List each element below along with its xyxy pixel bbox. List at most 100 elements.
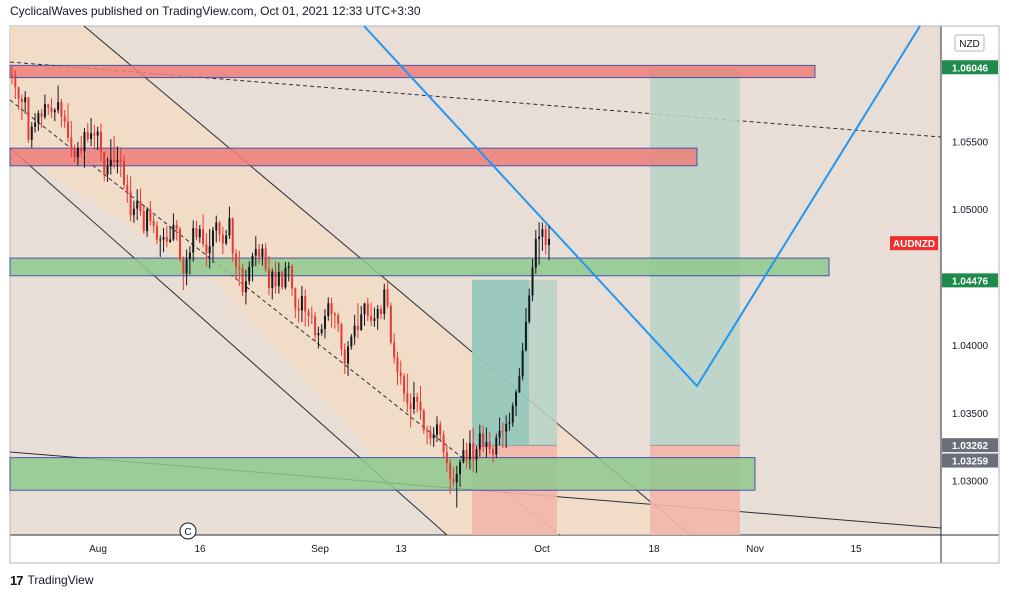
candle-body [225, 235, 228, 244]
candle-body [198, 229, 201, 238]
candle-body [34, 122, 37, 127]
resistance-zone-1[interactable] [9, 64, 816, 79]
candle-body [188, 252, 191, 260]
candle-body [96, 131, 99, 136]
x-tick-label: 13 [395, 544, 407, 555]
publisher-header: CyclicalWaves published on TradingView.c… [10, 4, 421, 18]
candle-body [103, 152, 106, 175]
candle-body [409, 403, 412, 410]
candle-body [403, 376, 406, 394]
candle-body [426, 429, 429, 432]
y-tick-label: 1.05500 [952, 137, 989, 148]
time-axis[interactable] [10, 535, 999, 563]
candle-body [393, 342, 396, 358]
candle-body [508, 422, 511, 424]
y-tick-label: 1.04000 [952, 341, 989, 352]
candle-body [113, 159, 116, 163]
candle-body [126, 184, 129, 192]
candle-body [221, 234, 224, 244]
candle-body [314, 316, 317, 336]
candle-body [205, 244, 208, 254]
candle-body [162, 237, 165, 240]
candle-body [172, 224, 175, 240]
support-zone-3[interactable] [9, 257, 830, 277]
candle-body [528, 295, 531, 322]
candle-body [258, 249, 261, 257]
candle-body [106, 166, 109, 175]
candle-body [60, 102, 63, 117]
candle-body [366, 303, 369, 316]
candle-body [231, 218, 234, 254]
symbol-tag-background [890, 236, 938, 251]
candle-body [50, 107, 53, 113]
candle-body [548, 238, 550, 246]
candle-body [37, 113, 40, 123]
candle-body [343, 349, 346, 364]
footer[interactable]: 17 TradingView [10, 572, 94, 588]
position-target-zone-2[interactable] [650, 68, 740, 446]
candle-body [73, 149, 76, 158]
candle-body [459, 461, 462, 475]
candle-body [195, 228, 198, 238]
candle-body [350, 336, 353, 347]
candle-body [432, 434, 435, 439]
candle-body [498, 430, 501, 438]
candle-body [320, 329, 323, 334]
price-tag [942, 60, 998, 75]
candle-body [235, 253, 238, 268]
candle-body [261, 248, 264, 257]
candle-body [192, 228, 195, 253]
candle-body [43, 104, 46, 117]
candle-body [323, 316, 326, 330]
resistance-zone-2[interactable] [9, 147, 698, 167]
candle-body [501, 430, 504, 432]
price-tag-label: 1.03259 [952, 457, 989, 468]
candle-body [442, 434, 445, 453]
price-tag [942, 453, 998, 468]
candle-body [465, 450, 468, 460]
candle-body [254, 249, 257, 256]
candle-body [116, 160, 119, 163]
candle-body [165, 237, 168, 242]
candle-body [90, 133, 93, 140]
candle-body [379, 309, 382, 315]
event-marker[interactable]: C [179, 522, 197, 540]
x-tick-label: 18 [648, 544, 660, 555]
candle-body [76, 147, 79, 158]
blue-projection-path[interactable] [363, 25, 921, 388]
candle-body [337, 315, 340, 325]
candle-body [468, 443, 471, 460]
candle-body [300, 295, 303, 311]
candle-body [488, 442, 491, 450]
candle-body [271, 271, 274, 288]
candle-body [472, 443, 475, 460]
y-tick-label: 1.03000 [952, 477, 989, 488]
candle-body [244, 281, 247, 293]
price-tag-label: 1.03262 [952, 441, 989, 452]
candle-body [376, 309, 379, 319]
candle-body [333, 313, 336, 316]
candle-body [399, 372, 402, 377]
candle-body [185, 259, 188, 274]
candle-body [139, 201, 142, 212]
candle-body [396, 357, 399, 373]
candle-body [179, 228, 182, 260]
candle-body [347, 346, 350, 364]
price-tag [942, 438, 998, 453]
x-tick-label: 16 [194, 544, 206, 555]
support-zone-4[interactable] [9, 457, 756, 491]
candle-body [383, 289, 386, 315]
currency-text: NZD [959, 39, 980, 50]
x-tick-labels: Aug 16 Sep 13 Oct 18 Nov 15 [89, 544, 862, 555]
candle-body [149, 210, 152, 222]
candle-body [416, 397, 419, 402]
candle-body [202, 229, 205, 245]
candle-body [485, 442, 488, 448]
x-tick-label: 15 [850, 544, 862, 555]
candle-body [389, 305, 392, 343]
candle-body [491, 449, 494, 455]
currency-label[interactable]: NZD [954, 34, 985, 52]
y-tick-label: 1.05000 [952, 205, 989, 216]
candle-body [531, 267, 534, 296]
